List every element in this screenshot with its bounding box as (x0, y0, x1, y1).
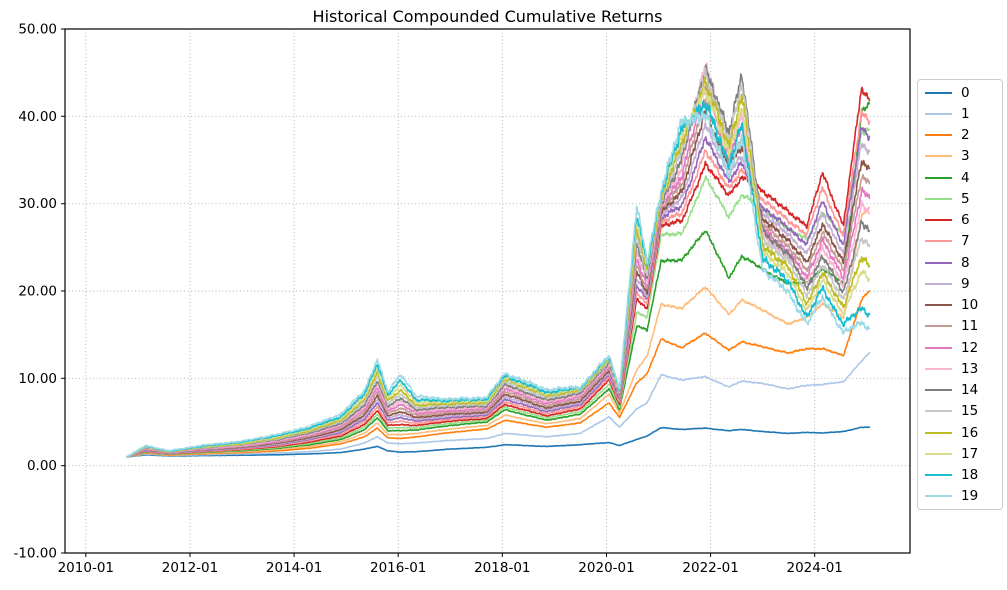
legend-entry-17: 17 (918, 443, 1002, 464)
y-tick-label: 0.00 (27, 458, 57, 474)
legend-label: 18 (961, 467, 979, 484)
legend-line-icon (925, 495, 952, 498)
legend-label: 3 (961, 148, 970, 165)
x-tick-label: 2024-01 (786, 560, 842, 576)
legend-line-icon (925, 219, 952, 222)
legend-line-icon (925, 410, 952, 413)
series-line-3 (126, 206, 871, 458)
x-tick-label: 2012-01 (162, 560, 218, 576)
legend-line-icon (925, 261, 952, 264)
legend-line-icon (925, 304, 952, 307)
legend-line-icon (925, 176, 952, 179)
x-tick-label: 2020-01 (578, 560, 634, 576)
legend-line-icon (925, 474, 952, 477)
legend-label: 7 (961, 233, 970, 250)
legend-label: 1 (961, 105, 970, 122)
legend-entry-0: 0 (918, 82, 1002, 103)
legend-entry-3: 3 (918, 146, 1002, 167)
legend-label: 2 (961, 127, 970, 144)
legend-entry-4: 4 (918, 167, 1002, 188)
legend-label: 17 (961, 445, 979, 462)
legend-entry-5: 5 (918, 188, 1002, 209)
legend-entry-2: 2 (918, 125, 1002, 146)
legend-label: 14 (961, 382, 979, 399)
legend-entry-13: 13 (918, 358, 1002, 379)
legend-entry-6: 6 (918, 210, 1002, 231)
legend-entry-16: 16 (918, 422, 1002, 443)
y-tick-label: 40.00 (18, 109, 57, 125)
legend-label: 5 (961, 190, 970, 207)
legend-label: 10 (961, 297, 979, 314)
x-tick-label: 2014-01 (266, 560, 322, 576)
legend-label: 15 (961, 403, 979, 420)
legend-line-icon (925, 346, 952, 349)
series-line-19 (126, 110, 871, 458)
legend-label: 19 (961, 488, 979, 505)
series-line-1 (126, 352, 871, 458)
y-tick-label: 10.00 (18, 371, 57, 387)
legend-line-icon (925, 325, 952, 328)
chart-title: Historical Compounded Cumulative Returns (312, 7, 663, 26)
series-line-0 (126, 426, 871, 458)
series-line-6 (126, 86, 871, 458)
series-line-15 (126, 67, 871, 458)
x-tick-label: 2022-01 (682, 560, 738, 576)
legend-entry-14: 14 (918, 380, 1002, 401)
legend-line-icon (925, 389, 952, 392)
legend-label: 13 (961, 360, 979, 377)
legend-line-icon (925, 134, 952, 137)
legend-entry-15: 15 (918, 401, 1002, 422)
legend-label: 9 (961, 275, 970, 292)
legend-label: 4 (961, 169, 970, 186)
legend-label: 16 (961, 424, 979, 441)
legend-line-icon (925, 431, 952, 434)
x-tick-label: 2016-01 (370, 560, 426, 576)
legend-label: 8 (961, 254, 970, 271)
legend-line-icon (925, 282, 952, 285)
legend-label: 11 (961, 318, 979, 335)
legend-line-icon (925, 155, 952, 158)
legend-label: 0 (961, 84, 970, 101)
y-tick-label: 20.00 (18, 284, 57, 300)
legend-line-icon (925, 240, 952, 243)
legend-entry-18: 18 (918, 465, 1002, 486)
legend-entry-7: 7 (918, 231, 1002, 252)
legend-entry-19: 19 (918, 486, 1002, 507)
legend-entry-12: 12 (918, 337, 1002, 358)
legend-line-icon (925, 367, 952, 370)
x-tick-label: 2010-01 (58, 560, 114, 576)
legend-line-icon (925, 452, 952, 455)
y-tick-label: 50.00 (18, 22, 57, 38)
legend-label: 12 (961, 339, 979, 356)
legend-line-icon (925, 91, 952, 94)
x-tick-label: 2018-01 (474, 560, 530, 576)
legend-line-icon (925, 112, 952, 115)
legend-entry-9: 9 (918, 273, 1002, 294)
y-tick-label: -10.00 (13, 546, 57, 562)
legend: 0 1 2 3 4 5 6 7 8 9 10 11 12 13 14 15 16 17 18 19 (917, 79, 1003, 510)
legend-entry-10: 10 (918, 295, 1002, 316)
legend-entry-8: 8 (918, 252, 1002, 273)
legend-entry-11: 11 (918, 316, 1002, 337)
legend-line-icon (925, 197, 952, 200)
legend-label: 6 (961, 212, 970, 229)
legend-entry-1: 1 (918, 103, 1002, 124)
series-line-2 (126, 290, 871, 458)
y-tick-label: 30.00 (18, 196, 57, 212)
